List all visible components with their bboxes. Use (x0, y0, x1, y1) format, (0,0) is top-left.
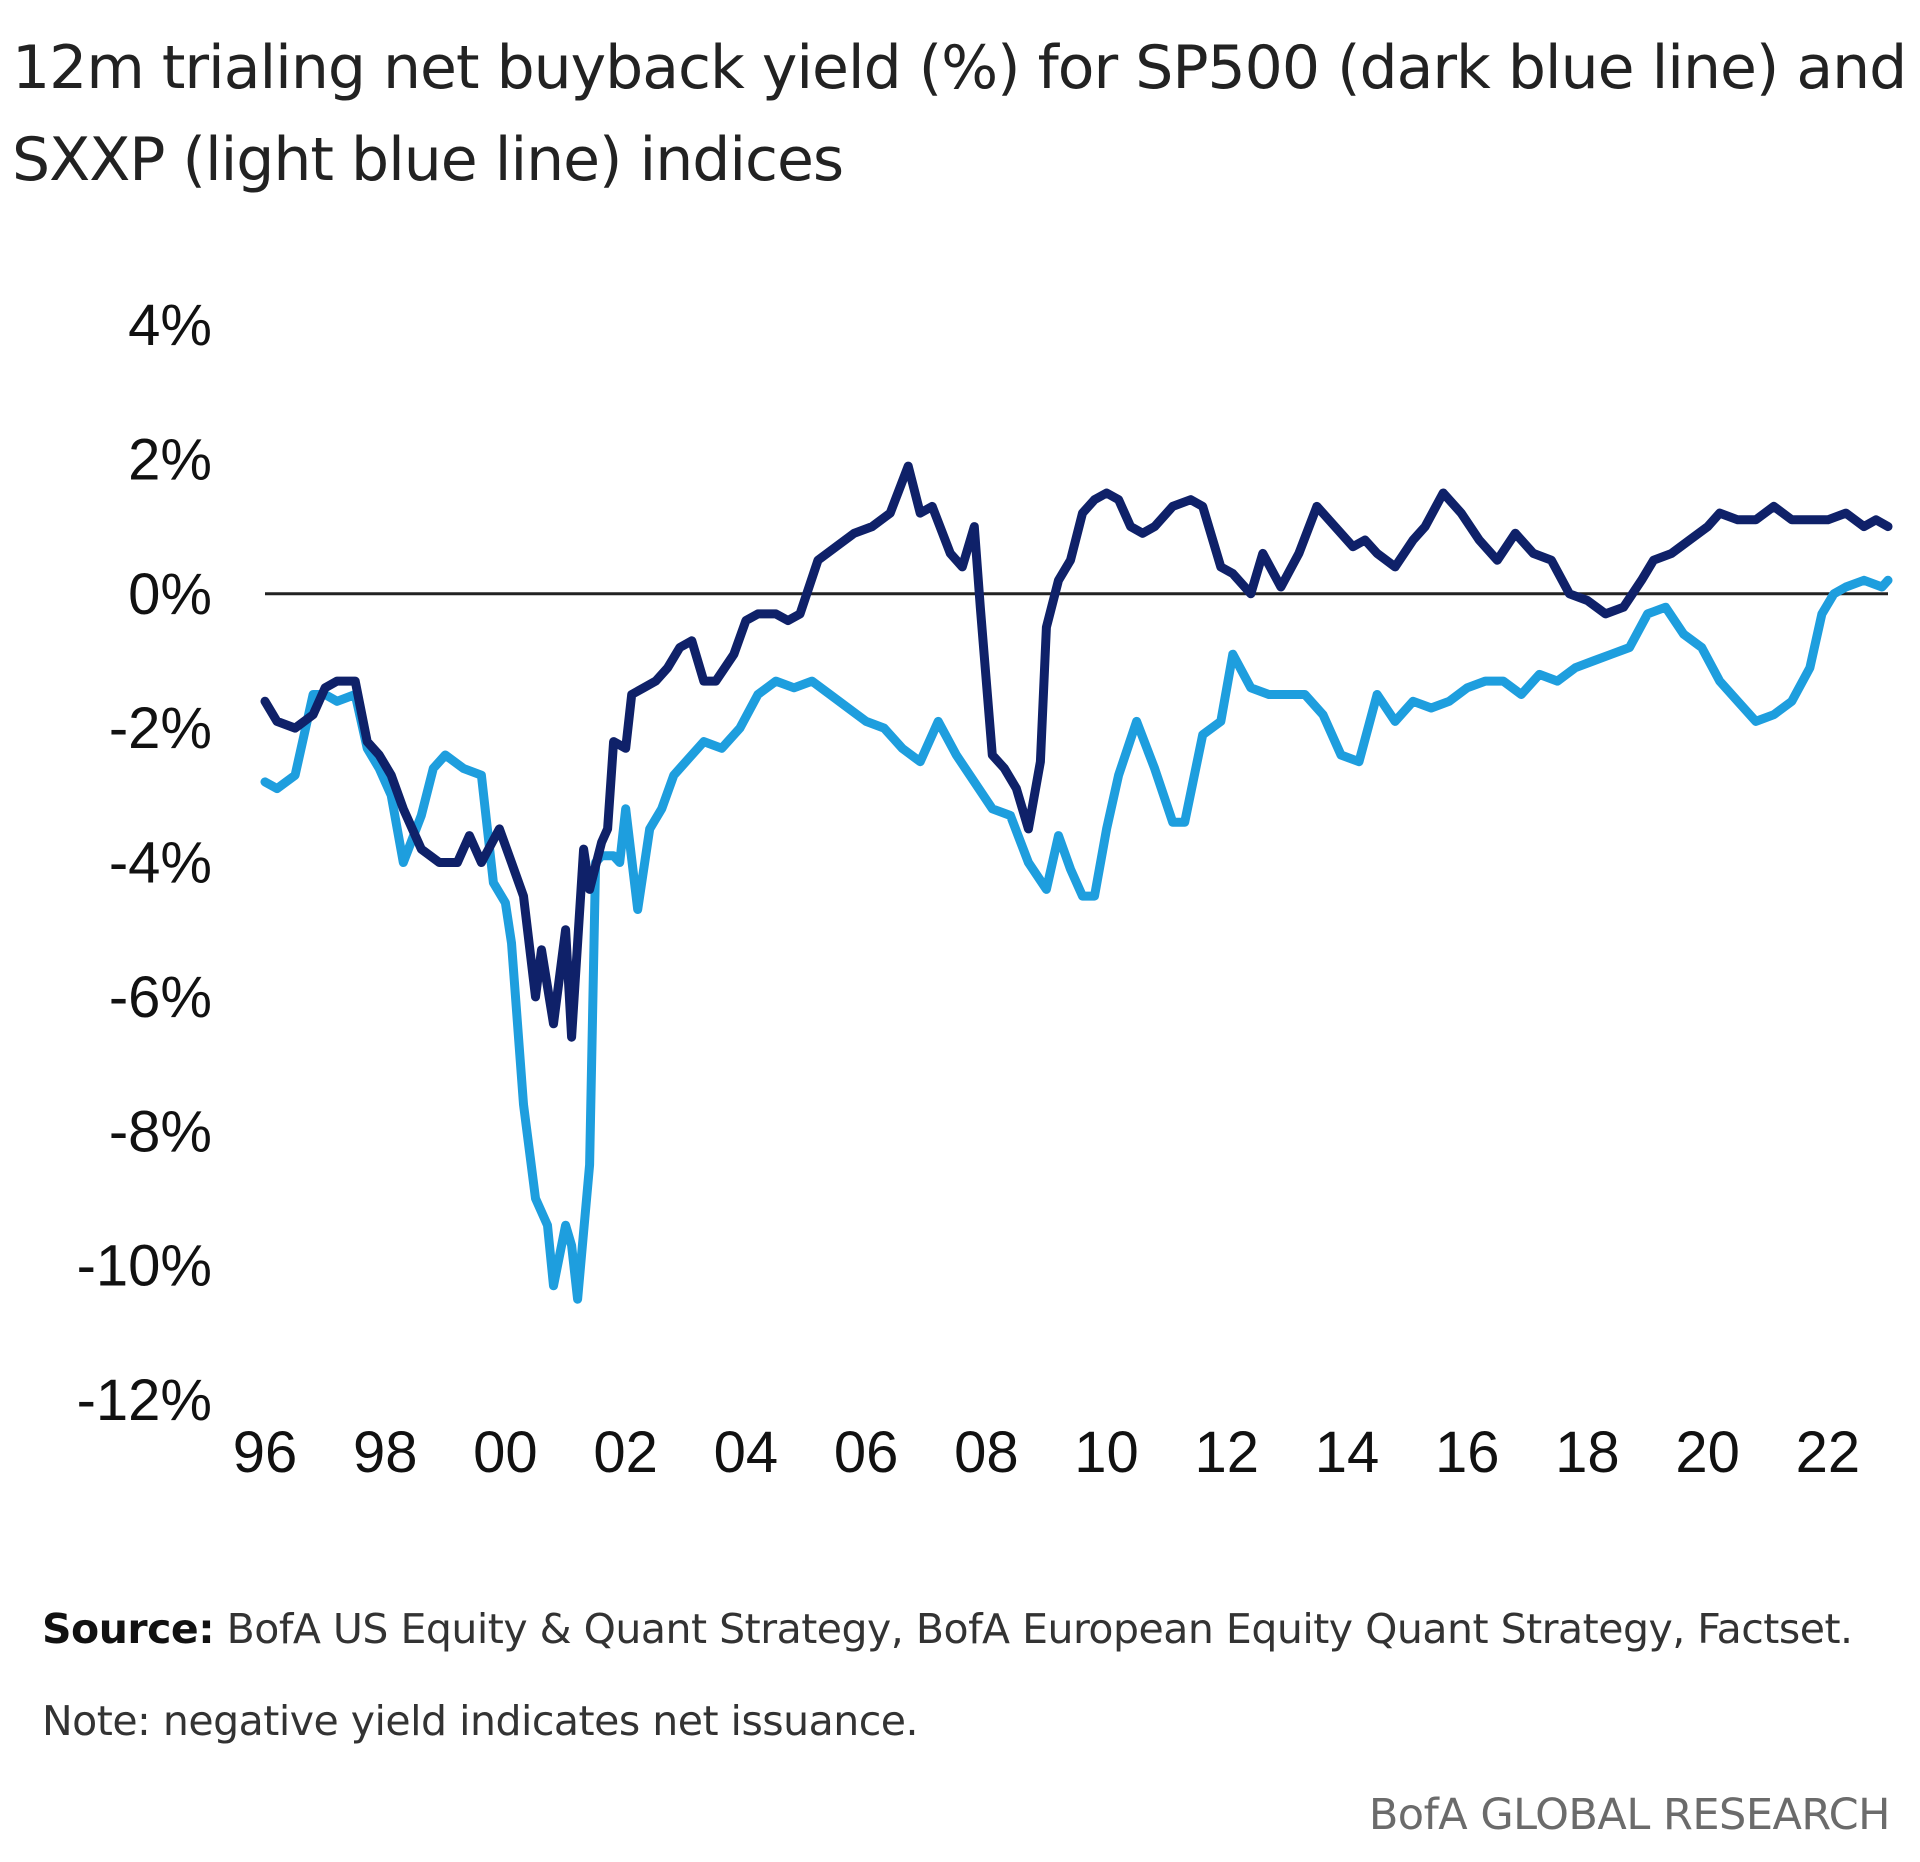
x-tick-label: 08 (954, 1420, 1019, 1485)
y-tick-label: -10% (77, 1234, 212, 1299)
y-tick-label: 2% (128, 427, 212, 492)
x-tick-label: 02 (593, 1420, 658, 1485)
y-tick-label: -2% (109, 696, 212, 761)
x-tick-label: 22 (1796, 1420, 1861, 1485)
x-tick-label: 12 (1195, 1420, 1260, 1485)
y-tick-label: 0% (128, 562, 212, 627)
x-tick-label: 06 (834, 1420, 899, 1485)
source-label: Source: (42, 1605, 215, 1653)
sp500-series-line (260, 461, 1893, 1042)
y-axis-tick-labels: 4% 2% 0% -2% -4% -6% -8% -10% -12% (77, 293, 212, 1433)
buyback-yield-chart: 4% 2% 0% -2% -4% -6% -8% -10% -12% 96 98 00 02 04 06 0… (77, 293, 1893, 1485)
source-text: BofA US Equity & Quant Strategy, BofA Eu… (226, 1605, 1853, 1653)
x-tick-label: 98 (353, 1420, 418, 1485)
y-tick-label: -8% (109, 1099, 212, 1164)
x-tick-label: 10 (1074, 1420, 1139, 1485)
sxxp-series-line (260, 575, 1893, 1304)
note-line: Note: negative yield indicates net issua… (42, 1697, 919, 1745)
x-tick-label: 14 (1315, 1420, 1380, 1485)
x-axis-tick-labels: 96 98 00 02 04 06 08 10 12 14 16 18 20 22 (233, 1420, 1860, 1485)
chart-subtitle: 12m trialing net buyback yield (%) for S… (12, 33, 1907, 195)
brand-label: BofA GLOBAL RESEARCH (1368, 1790, 1891, 1840)
x-tick-label: 04 (714, 1420, 779, 1485)
x-tick-label: 20 (1675, 1420, 1740, 1485)
y-tick-label: -6% (109, 965, 212, 1030)
source-line: Source: BofA US Equity & Quant Strategy,… (42, 1605, 1853, 1653)
y-tick-label: -4% (109, 831, 212, 896)
x-tick-label: 96 (233, 1420, 298, 1485)
x-tick-label: 00 (473, 1420, 538, 1485)
series-lines (260, 461, 1893, 1304)
y-tick-label: -12% (77, 1368, 212, 1433)
cropped-title (0, 0, 1920, 18)
x-tick-label: 18 (1555, 1420, 1620, 1485)
x-tick-label: 16 (1435, 1420, 1500, 1485)
y-tick-label: 4% (128, 293, 212, 358)
